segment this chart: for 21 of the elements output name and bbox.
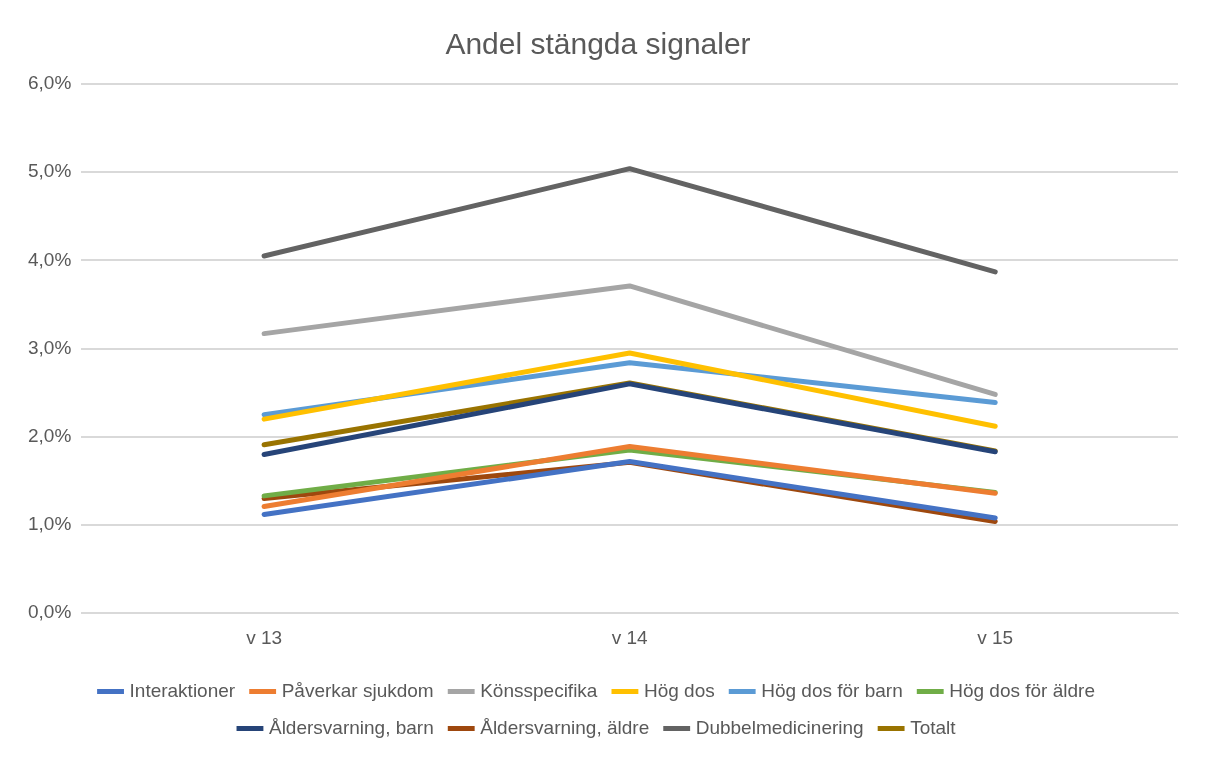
y-tick-label: 2,0% <box>27 425 72 447</box>
legend-label: Hög dos för barn <box>761 679 903 701</box>
legend-label: Dubbelmedicinering <box>695 716 864 738</box>
legend-label: Hög dos <box>643 679 715 701</box>
y-tick-label: 6,0% <box>27 72 72 94</box>
legend-label: Påverkar sjukdom <box>281 679 434 701</box>
y-tick-label: 4,0% <box>27 248 72 270</box>
y-tick-label: 1,0% <box>27 513 72 535</box>
y-tick-label: 3,0% <box>27 336 72 358</box>
x-tick-label: v 15 <box>977 626 1014 648</box>
legend-label: Interaktioner <box>129 679 236 701</box>
legend-label: Könsspecifika <box>480 679 598 701</box>
chart-title: Andel stängda signaler <box>445 27 751 61</box>
x-tick-label: v 14 <box>611 626 649 648</box>
y-tick-label: 0,0% <box>27 601 72 623</box>
y-tick-label: 5,0% <box>27 160 72 182</box>
x-tick-label: v 13 <box>246 626 283 648</box>
legend-label: Åldersvarning, äldre <box>480 716 650 738</box>
legend-label: Åldersvarning, barn <box>268 716 434 738</box>
legend-label: Totalt <box>910 716 957 738</box>
legend-label: Hög dos för äldre <box>949 679 1095 701</box>
